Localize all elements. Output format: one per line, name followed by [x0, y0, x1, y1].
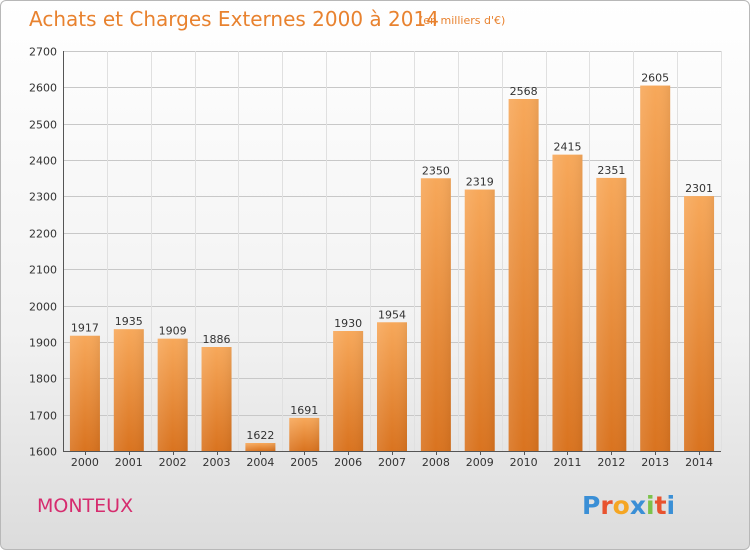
y-tick-label: 2600 — [29, 82, 57, 95]
x-tick-label: 2008 — [422, 456, 450, 469]
city-name: MONTEUX — [37, 495, 134, 517]
bar-highlight — [464, 189, 495, 451]
data-label: 1886 — [203, 333, 231, 346]
bar-highlight — [289, 417, 320, 451]
data-label: 2415 — [553, 141, 581, 154]
x-tick-label: 2012 — [597, 456, 625, 469]
logo-letter: t — [654, 491, 667, 520]
y-tick-label: 2400 — [29, 155, 57, 168]
x-tick-label: 2006 — [334, 456, 362, 469]
bar-highlight — [113, 329, 144, 451]
bar-highlight — [552, 154, 583, 452]
proxiti-logo: Proxiti — [582, 491, 675, 520]
data-label: 2319 — [466, 176, 494, 189]
data-label: 1954 — [378, 308, 406, 321]
x-tick-label: 2003 — [203, 456, 231, 469]
data-label: 2351 — [597, 164, 625, 177]
x-tick-label: 2009 — [466, 456, 494, 469]
bar-highlight — [377, 322, 407, 451]
data-label: 2350 — [422, 164, 450, 177]
logo-letter: P — [582, 491, 601, 520]
data-label: 1909 — [159, 325, 187, 338]
x-tick-label: 2002 — [159, 456, 187, 469]
logo-letter: r — [600, 491, 613, 520]
y-tick-label: 2300 — [29, 191, 57, 204]
bar-highlight — [245, 443, 276, 451]
y-tick-label: 1900 — [29, 337, 57, 350]
data-label: 1935 — [115, 315, 143, 328]
x-tick-label: 2000 — [71, 456, 99, 469]
y-tick-label: 2700 — [29, 46, 57, 59]
bar-highlight — [333, 331, 364, 451]
bar-highlight — [69, 335, 100, 451]
axes: 1600 1700 1800 1900 2000 2100 2200 2300 2400 2500… — [29, 46, 721, 469]
y-tick-label: 1600 — [29, 446, 57, 459]
data-label: 1917 — [71, 322, 99, 335]
x-tick-label: 2005 — [290, 456, 318, 469]
bar-highlight — [640, 85, 671, 451]
x-tick-label: 2007 — [378, 456, 406, 469]
x-tick-label: 2004 — [246, 456, 274, 469]
logo-letter: i — [666, 491, 676, 520]
bar-highlight — [420, 178, 451, 452]
bar-highlight — [508, 99, 539, 451]
y-tick-label: 2200 — [29, 228, 57, 241]
y-tick-label: 1700 — [29, 410, 57, 423]
data-label: 1930 — [334, 317, 362, 330]
x-tick-label: 2010 — [510, 456, 538, 469]
y-tick-label: 2000 — [29, 301, 57, 314]
logo-letter: o — [612, 491, 630, 520]
logo-letter: i — [646, 491, 655, 520]
chart-title: Achats et Charges Externes 2000 à 2014 — [29, 7, 439, 31]
x-tick-label: 2014 — [685, 456, 713, 469]
x-tick-label: 2013 — [641, 456, 669, 469]
bar-highlight — [157, 338, 188, 451]
data-label: 1622 — [246, 429, 274, 442]
bars — [69, 85, 715, 452]
bar-highlight — [596, 177, 627, 451]
x-tick-label: 2001 — [115, 456, 143, 469]
y-tick-label: 2500 — [29, 119, 57, 132]
bar-highlight — [201, 347, 232, 451]
x-tick-label: 2011 — [553, 456, 581, 469]
chart-subtitle: (en milliers d'€) — [419, 14, 506, 27]
y-tick-label: 1800 — [29, 373, 57, 386]
logo-letter: x — [629, 491, 646, 520]
data-label: 2301 — [685, 182, 713, 195]
data-label: 2568 — [510, 85, 538, 98]
y-tick-label: 2100 — [29, 264, 57, 277]
bar-highlight — [684, 196, 715, 451]
data-label: 1691 — [290, 404, 318, 417]
data-label: 2605 — [641, 72, 669, 85]
